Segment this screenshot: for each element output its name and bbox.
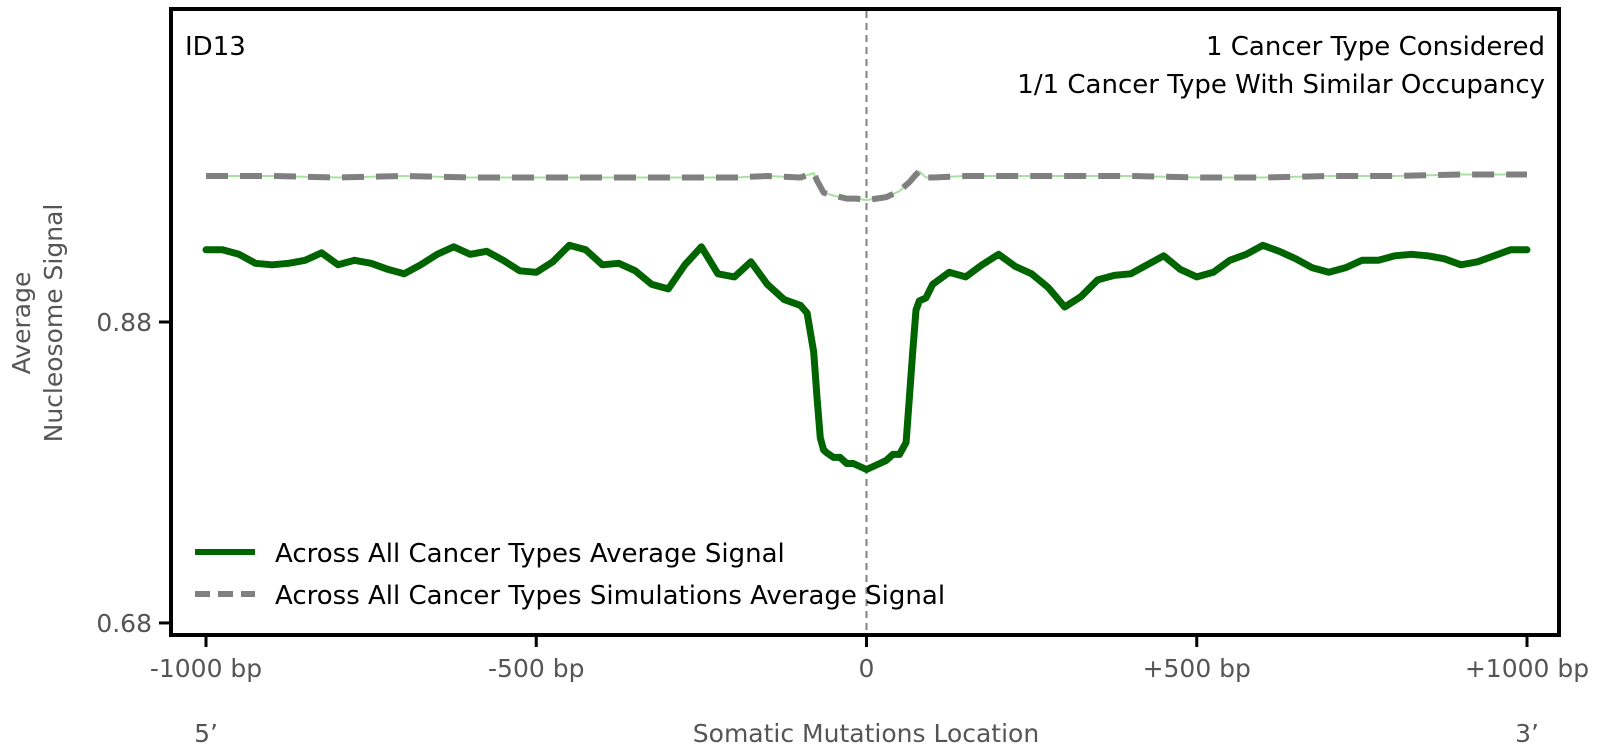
y-axis-label-line-1: Average bbox=[7, 272, 36, 375]
legend: Across All Cancer Types Average Signal A… bbox=[195, 539, 945, 611]
x-tick-label-4: +1000 bp bbox=[1465, 654, 1589, 683]
x-end-label-right: 3’ bbox=[1515, 719, 1539, 748]
x-axis-label: Somatic Mutations Location bbox=[693, 719, 1039, 748]
x-tick-label-3: +500 bp bbox=[1143, 654, 1251, 683]
x-tick-label-0: -1000 bp bbox=[150, 654, 262, 683]
x-ticks: -1000 bp -500 bp 0 +500 bp +1000 bp bbox=[150, 635, 1589, 683]
x-tick-label-2: 0 bbox=[859, 654, 875, 683]
legend-label-observed: Across All Cancer Types Average Signal bbox=[275, 539, 785, 569]
series-line-observed bbox=[202, 241, 1531, 473]
x-end-label-left: 5’ bbox=[194, 719, 218, 748]
series-line-simulated bbox=[206, 168, 1527, 204]
x-tick-label-1: -500 bp bbox=[488, 654, 584, 683]
y-tick-label-0: 0.68 bbox=[96, 609, 152, 638]
y-axis-label-line-2: Nucleosome Signal bbox=[39, 204, 68, 443]
legend-label-simulated: Across All Cancer Types Simulations Aver… bbox=[275, 581, 945, 611]
panel-label: ID13 bbox=[185, 32, 246, 62]
series-layer bbox=[202, 168, 1531, 473]
annotation-line-1: 1 Cancer Type Considered bbox=[1206, 32, 1545, 62]
y-tick-label-1: 0.88 bbox=[96, 308, 152, 337]
y-ticks: 0.68 0.88 bbox=[96, 308, 171, 638]
annotation-line-2: 1/1 Cancer Type With Similar Occupancy bbox=[1017, 70, 1545, 100]
